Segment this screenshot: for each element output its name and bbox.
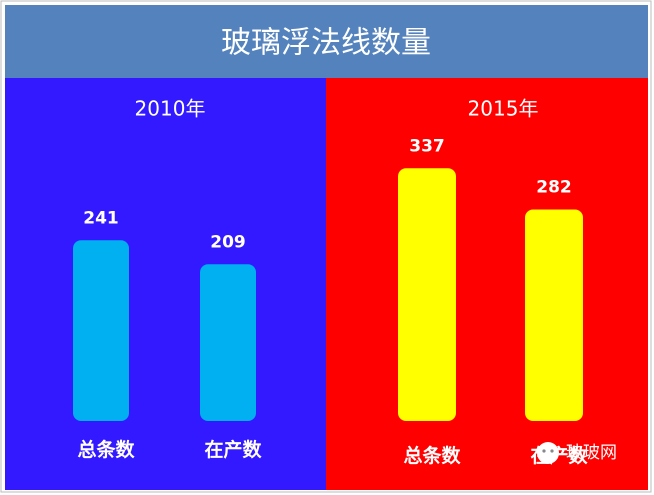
panel-background [326, 78, 648, 490]
category-label: 总条数 [403, 444, 461, 467]
bar [525, 209, 583, 421]
panel-title: 2015年 [468, 97, 539, 121]
value-label: 241 [83, 208, 119, 228]
bar [398, 168, 456, 421]
bar [73, 240, 129, 421]
value-label: 209 [210, 232, 246, 252]
value-label: 282 [536, 178, 572, 198]
category-label: 总条数 [77, 438, 135, 461]
watermark: 玻玻网 [566, 443, 617, 463]
watermark-group: 玻玻网 [537, 442, 617, 464]
panel-title: 2010年 [135, 97, 206, 121]
panel-background [5, 78, 326, 490]
category-label: 在产数 [204, 438, 262, 461]
value-label: 337 [409, 136, 445, 156]
watermark-icon-eye [550, 449, 554, 453]
bar [200, 264, 256, 421]
page-title: 玻璃浮法线数量 [221, 26, 431, 61]
watermark-icon-eye [542, 449, 546, 453]
watermark-icon [537, 442, 559, 464]
header [5, 5, 648, 78]
